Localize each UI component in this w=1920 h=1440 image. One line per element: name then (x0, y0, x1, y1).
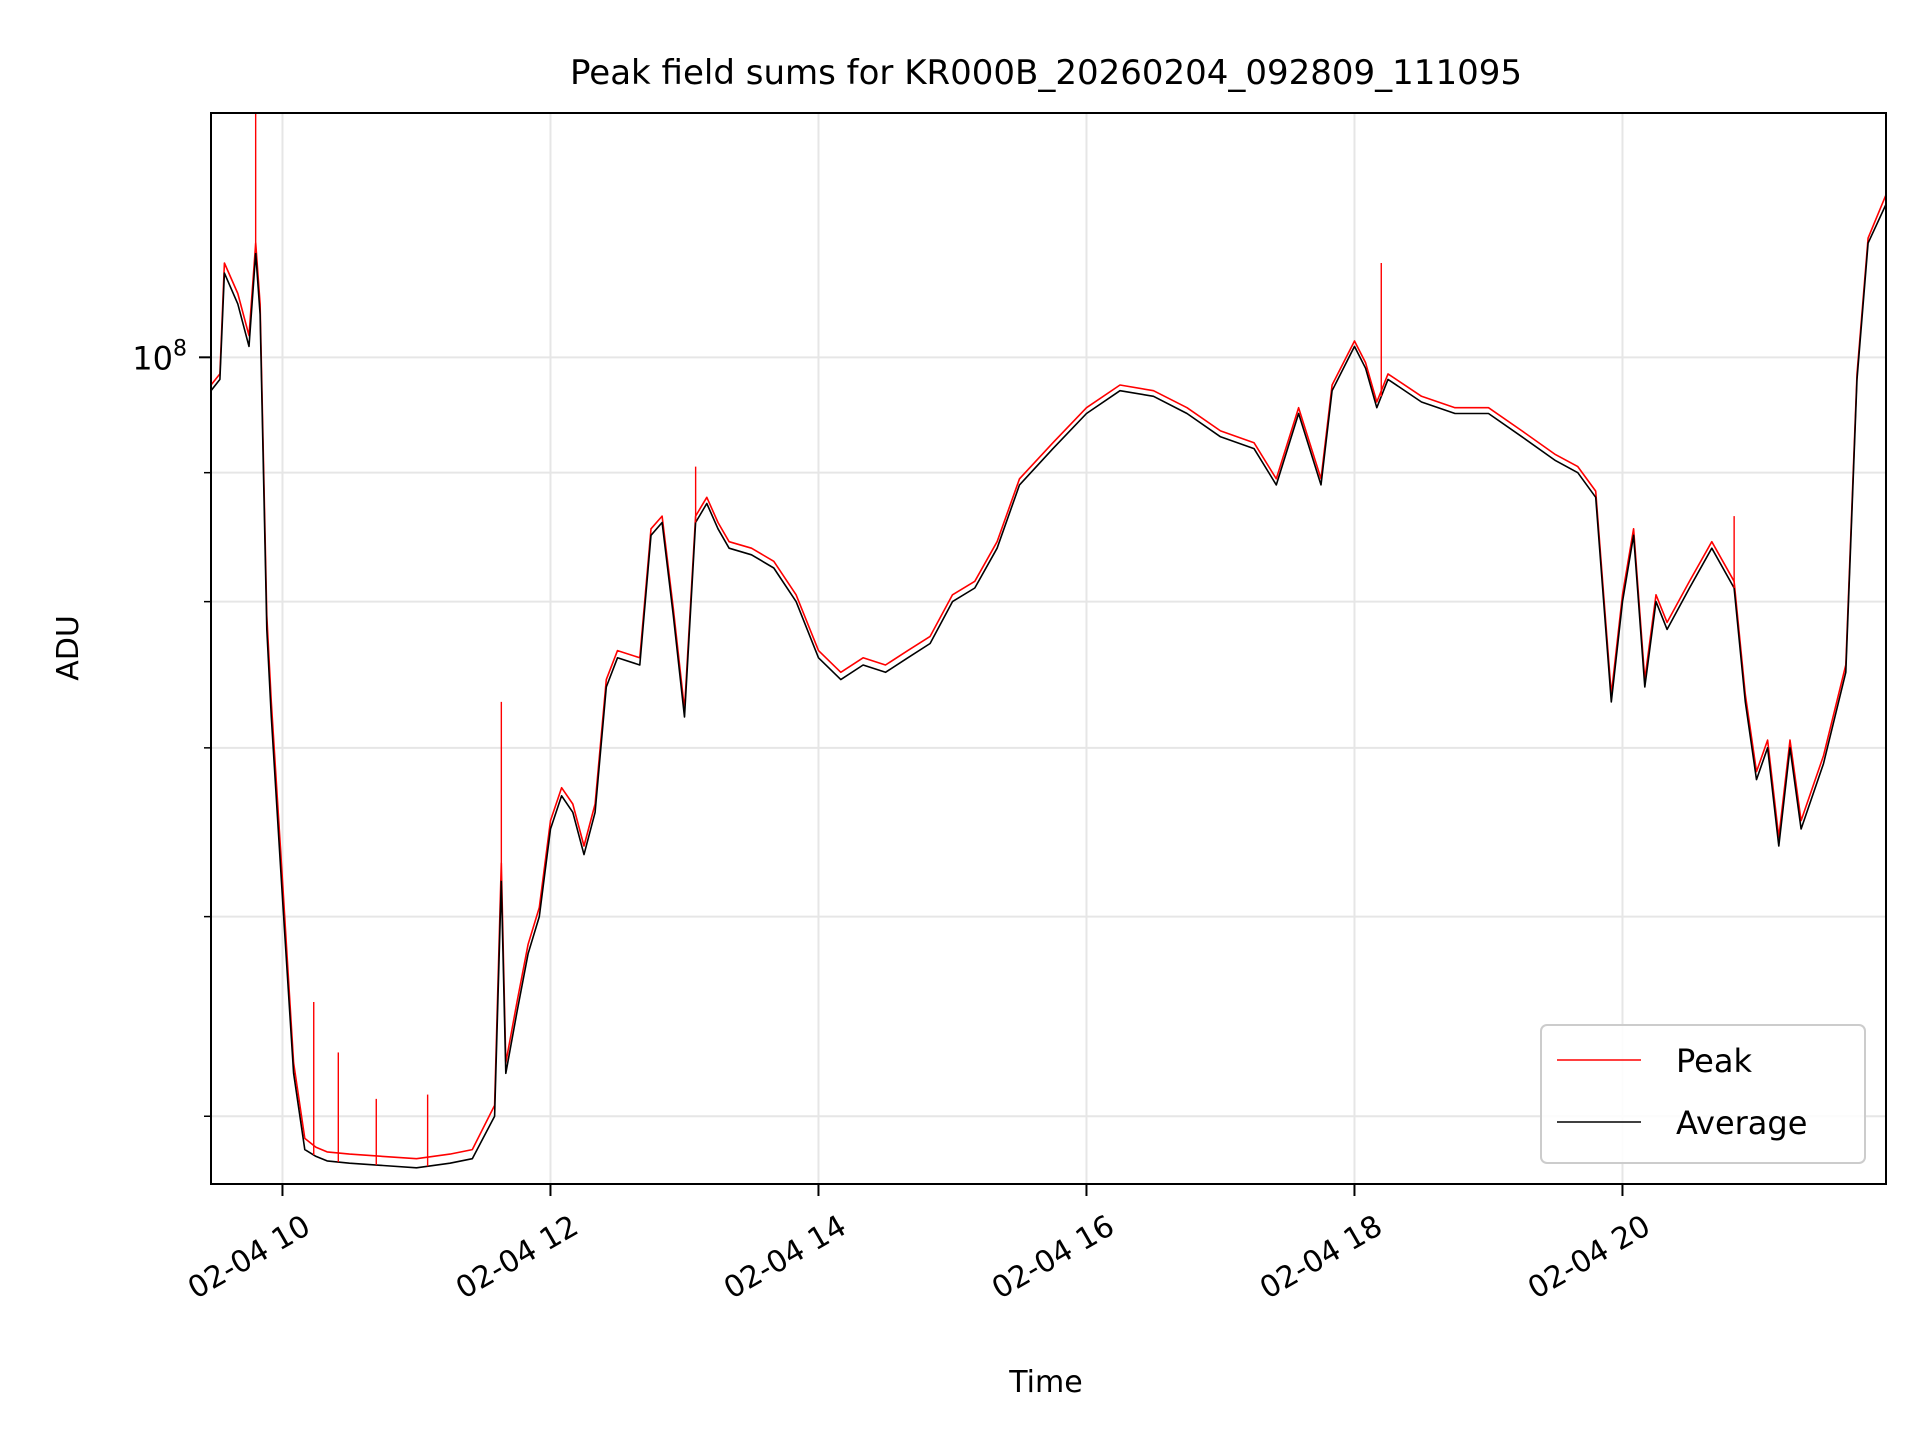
legend-label-average: Average (1676, 1104, 1807, 1142)
y-tick-label: 108 (132, 336, 187, 377)
series-layer (211, 113, 1886, 1169)
plot-frame (210, 112, 1887, 1185)
y-axis: 108 (132, 336, 211, 1118)
series-line-average (211, 203, 1886, 1169)
series-line-peak (211, 194, 1886, 1160)
x-axis-label: Time (1008, 1365, 1082, 1400)
legend: Peak Average (1540, 1024, 1866, 1164)
chart-title: Peak field sums for KR000B_20260204_0928… (570, 53, 1522, 93)
legend-label-peak: Peak (1676, 1042, 1752, 1080)
y-axis-label: ADU (51, 615, 86, 681)
